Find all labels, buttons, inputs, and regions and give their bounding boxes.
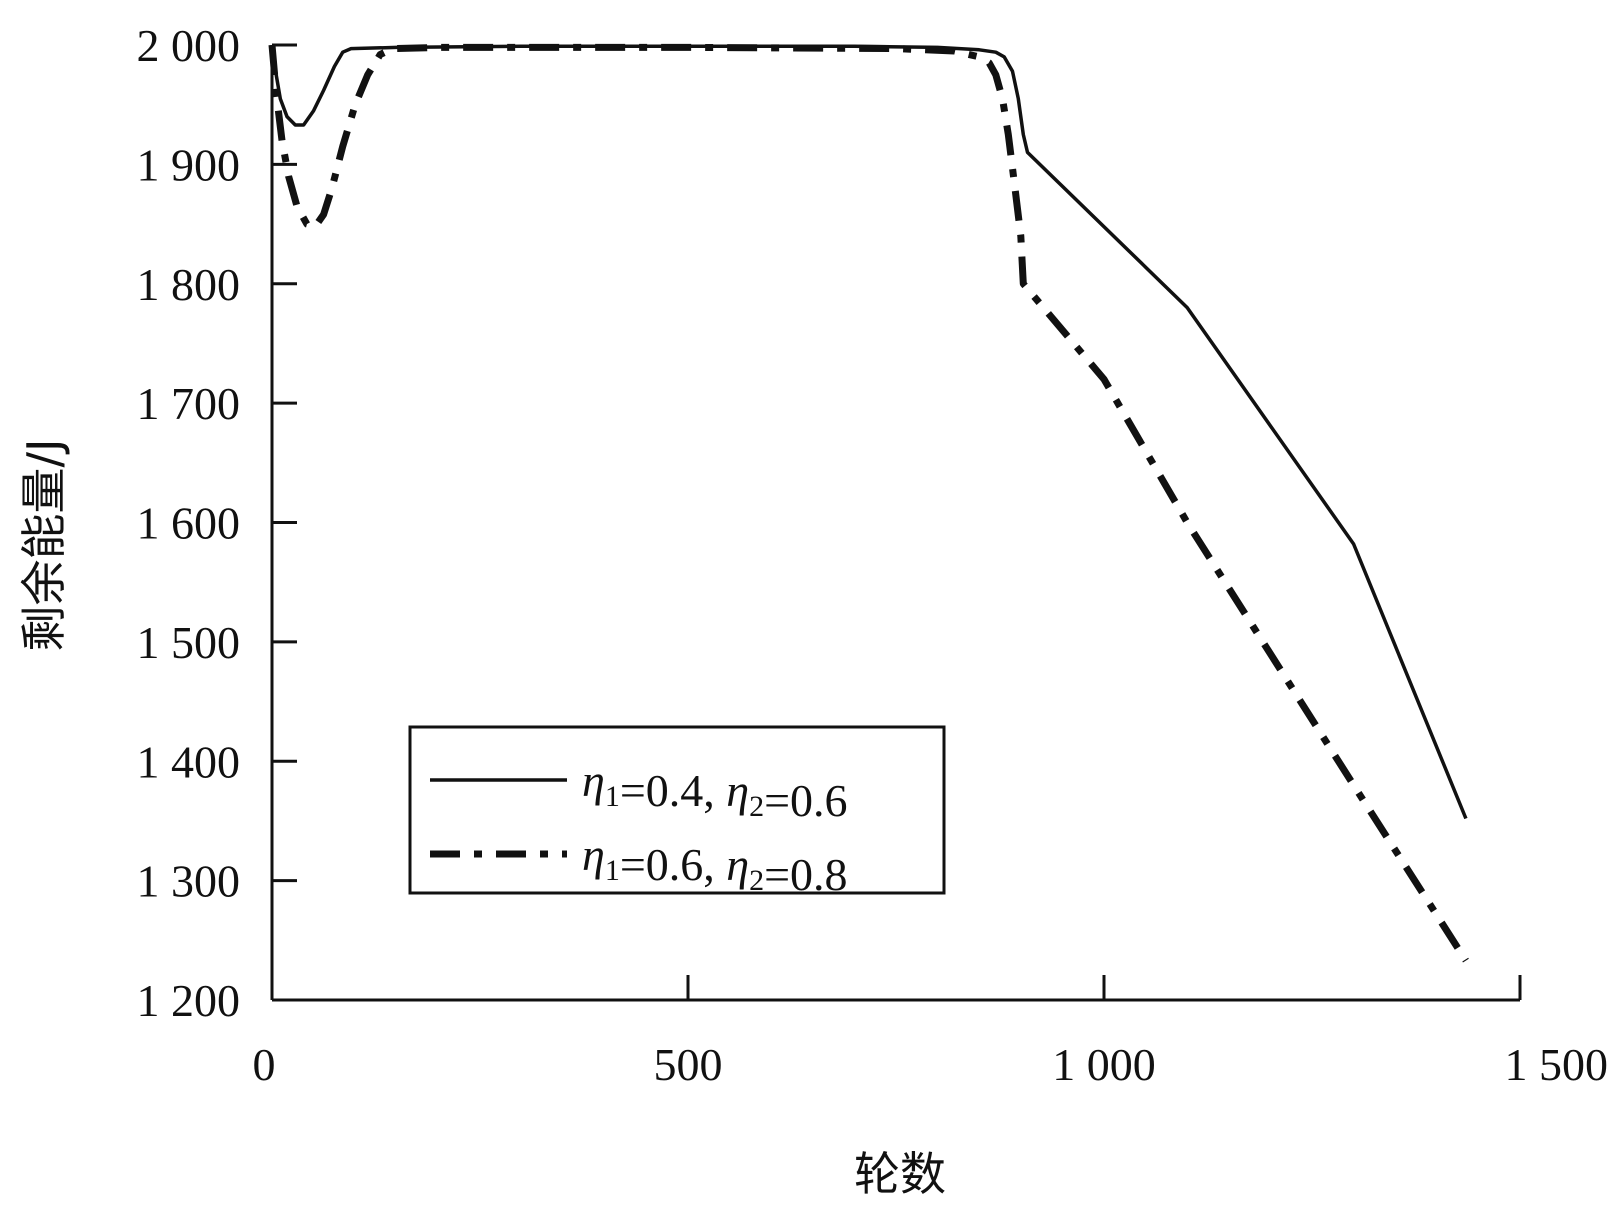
legend-label-1: η1=0.4, η2=0.6 xyxy=(582,755,848,826)
series-line-1 xyxy=(270,44,1468,820)
y-tick-label: 1 200 xyxy=(137,975,241,1026)
series-line-2 xyxy=(268,43,1469,963)
y-tick-label: 2 000 xyxy=(137,20,241,71)
legend-label-2: η1=0.6, η2=0.8 xyxy=(582,829,848,900)
y-tick-label: 1 900 xyxy=(137,139,241,190)
series-layer xyxy=(268,43,1469,963)
y-tick-label: 1 800 xyxy=(137,259,241,310)
x-tick-label: 1 500 xyxy=(1505,1039,1609,1090)
x-axis-title: 轮数 xyxy=(854,1147,946,1201)
y-tick-label: 1 300 xyxy=(137,856,241,907)
x-tick-label: 500 xyxy=(654,1039,723,1090)
y-tick-label: 1 400 xyxy=(137,736,241,787)
legend: η1=0.4, η2=0.6η1=0.6, η2=0.8 xyxy=(408,725,946,900)
axes-layer: 0 500 1 000 1 500 2 000 1 900 1 800 1 700 1 600 1… xyxy=(137,20,1609,1090)
legend-box xyxy=(408,725,946,895)
y-tick-label: 1 600 xyxy=(137,498,241,549)
y-tick-label: 1 500 xyxy=(137,617,241,668)
y-axis-title: 剩余能量/J xyxy=(17,438,71,651)
x-tick-label: 1 000 xyxy=(1052,1039,1156,1090)
x-tick-label: 0 xyxy=(253,1039,276,1090)
y-tick-label: 1 700 xyxy=(137,378,241,429)
